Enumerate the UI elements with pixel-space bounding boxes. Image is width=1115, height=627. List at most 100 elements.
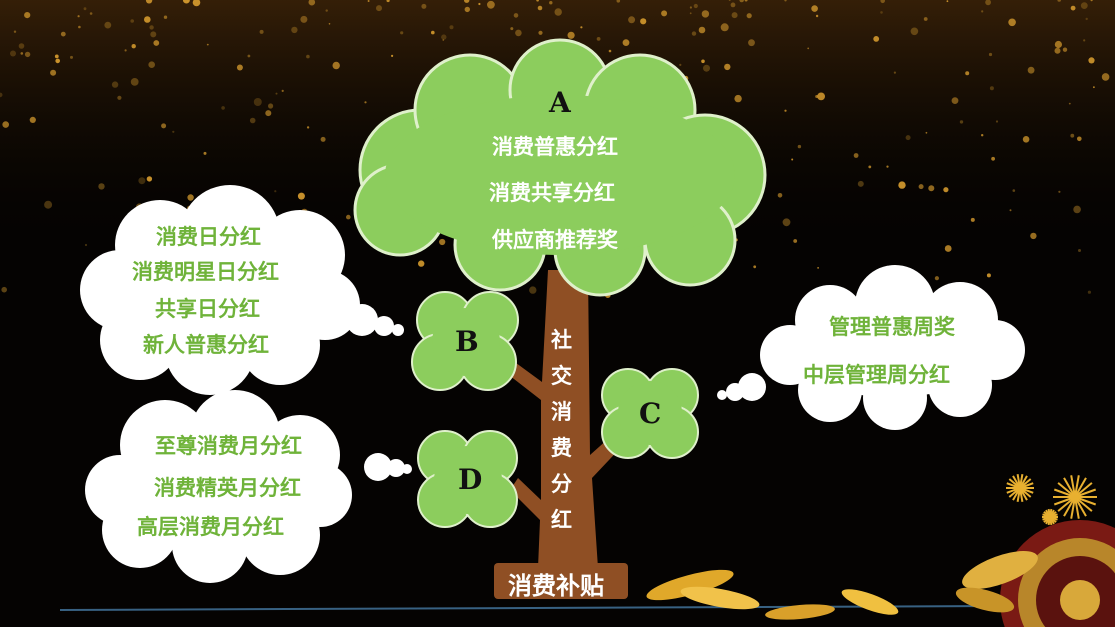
sparkle — [13, 30, 17, 33]
branch-b-letter: B — [455, 325, 479, 358]
base-label: 消费补贴 — [508, 571, 604, 600]
branch-d-item: 高层消费月分红 — [137, 514, 284, 539]
thought-cloud-d — [85, 390, 412, 583]
sparkle — [951, 97, 959, 104]
fireworks-icon — [1006, 474, 1097, 526]
sparkle — [815, 14, 819, 18]
trunk-char: 消 — [551, 399, 572, 424]
branch-a-item: 供应商推荐奖 — [492, 227, 618, 252]
sparkle — [386, 0, 390, 3]
sparkle — [138, 177, 146, 185]
sparkle — [400, 31, 404, 35]
sparkle — [946, 0, 949, 3]
sparkle — [478, 2, 481, 6]
sparkle — [918, 184, 924, 190]
sparkle — [1088, 57, 1095, 64]
sparkle — [731, 12, 738, 19]
sparkle — [923, 17, 928, 21]
canopy-c — [601, 368, 699, 459]
sparkle — [981, 10, 984, 13]
sparkle — [986, 273, 991, 278]
sparkle — [1085, 17, 1088, 21]
sparkle — [640, 18, 647, 25]
gold-coins-icon — [646, 569, 899, 620]
sparkle — [679, 63, 682, 66]
sparkle — [689, 12, 692, 15]
sparkle — [698, 26, 706, 34]
sparkle — [275, 92, 278, 95]
sparkle — [24, 12, 31, 19]
sparkle — [24, 51, 31, 58]
sparkle — [221, 106, 225, 110]
sparkle — [259, 29, 264, 34]
sparkle — [150, 31, 157, 38]
sparkle — [537, 5, 543, 11]
sparkle — [1008, 18, 1016, 27]
branch-d-item: 至尊消费月分红 — [155, 433, 302, 458]
sparkle — [580, 26, 583, 29]
sparkle — [291, 26, 298, 34]
sparkle — [811, 5, 818, 12]
sparkle — [608, 49, 612, 53]
sparkle — [265, 110, 272, 117]
sparkle — [253, 98, 262, 106]
sparkle — [163, 15, 168, 19]
trunk-char: 红 — [551, 507, 572, 532]
sparkle — [513, 13, 519, 18]
sparkle — [777, 193, 783, 198]
sparkle — [18, 43, 25, 49]
sparkle — [817, 267, 819, 269]
thought-cloud-c — [717, 265, 1025, 430]
sparkle — [817, 92, 825, 101]
trunk-char: 社 — [551, 327, 572, 352]
sparkle — [701, 10, 710, 18]
sparkle — [1093, 86, 1095, 89]
sparkle — [300, 15, 308, 23]
sparkle — [192, 0, 201, 7]
branch-d-letter: D — [458, 463, 483, 496]
sparkle — [1022, 136, 1030, 143]
sparkle — [970, 217, 975, 222]
sparkle — [965, 71, 970, 76]
sparkle — [616, 0, 621, 3]
sparkle — [991, 156, 995, 161]
sparkle — [367, 0, 370, 2]
sparkle — [853, 153, 859, 158]
sparkle — [149, 25, 154, 30]
sparkle — [691, 31, 697, 36]
sparkle — [146, 176, 153, 182]
sparkle — [376, 5, 382, 12]
trunk-char: 费 — [551, 435, 572, 460]
canopy-a — [353, 38, 767, 297]
sparkle — [320, 136, 326, 142]
sparkle — [934, 276, 940, 281]
sparkle — [744, 0, 748, 2]
sparkle — [989, 86, 994, 91]
sparkle — [297, 192, 305, 200]
sparkle — [880, 11, 883, 14]
sparkle — [554, 8, 562, 16]
tree-trunk — [505, 270, 626, 568]
sparkle — [873, 36, 880, 42]
sparkle — [596, 37, 601, 41]
sparkle — [1062, 47, 1068, 52]
sparkle — [104, 21, 112, 29]
sparkle — [2, 121, 10, 128]
sparkle — [1090, 0, 1093, 2]
sparkle — [306, 54, 310, 59]
sparkle — [308, 0, 316, 6]
sparkle — [421, 3, 427, 9]
sparkle — [703, 64, 710, 72]
sparkle — [995, 120, 999, 123]
sparkle — [89, 12, 93, 15]
sparkle — [1058, 190, 1061, 193]
sparkle — [281, 89, 284, 92]
canopy-b — [411, 291, 519, 391]
sparkle — [431, 30, 435, 35]
sparkle — [905, 135, 911, 141]
trunk-char: 交 — [551, 363, 572, 388]
sparkle — [439, 238, 446, 246]
sparkle — [628, 16, 636, 24]
sparkle — [77, 15, 80, 18]
